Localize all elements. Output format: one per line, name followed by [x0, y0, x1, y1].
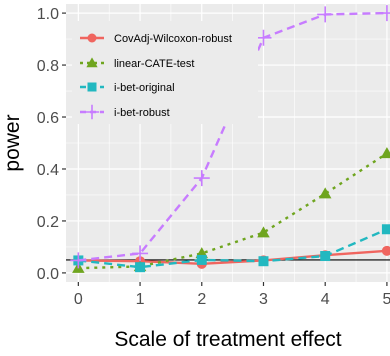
data-point — [258, 256, 269, 267]
data-point — [135, 262, 146, 273]
x-tick-label: 5 — [382, 291, 390, 308]
legend: CovAdj-Wilcoxon-robust linear-CATE-test i-… — [72, 21, 258, 124]
y-axis-label: power — [1, 114, 24, 171]
data-point — [70, 252, 87, 269]
x-tick-labels: 0 1 2 3 4 5 — [74, 291, 390, 308]
y-tick-label: 1.0 — [37, 6, 59, 23]
data-point — [255, 29, 272, 46]
legend-label: linear-CATE-test — [114, 58, 194, 70]
data-point — [257, 226, 270, 238]
y-tick-label: 0.0 — [37, 266, 59, 283]
data-point — [381, 224, 390, 235]
legend-key-marker — [87, 33, 97, 43]
data-point — [196, 254, 207, 265]
data-point — [193, 170, 210, 187]
x-tick-label: 2 — [197, 291, 206, 308]
data-point — [132, 245, 149, 262]
legend-item: i-bet-original — [80, 82, 175, 94]
x-axis-label: Scale of treatment effect — [114, 328, 341, 351]
series-line — [78, 249, 387, 266]
legend-label: CovAdj-Wilcoxon-robust — [114, 33, 232, 45]
legend-key-marker — [87, 82, 97, 92]
y-tick-label: 0.8 — [37, 58, 59, 75]
y-tick-label: 0.2 — [37, 214, 59, 231]
data-point — [381, 245, 390, 256]
legend-key-marker — [86, 57, 98, 68]
major-gridlines — [66, 4, 390, 282]
data-point — [320, 251, 331, 262]
x-tick-label: 0 — [74, 291, 83, 308]
x-tick-label: 4 — [321, 291, 330, 308]
legend-label: i-bet-robust — [114, 107, 170, 119]
legend-item: CovAdj-Wilcoxon-robust — [80, 33, 232, 45]
legend-item: i-bet-robust — [80, 104, 170, 120]
legend-item: linear-CATE-test — [80, 57, 194, 70]
data-point — [317, 6, 334, 23]
y-tick-label: 0.6 — [37, 110, 59, 127]
data-point — [318, 187, 332, 199]
y-tick-labels: 0.0 0.2 0.4 0.6 0.8 1.0 — [37, 6, 59, 283]
legend-key-marker — [84, 104, 100, 120]
x-tick-label: 1 — [136, 291, 145, 308]
legend-label: i-bet-original — [114, 82, 175, 94]
axis-ticks — [62, 12, 388, 286]
x-tick-label: 3 — [259, 291, 268, 308]
data-point — [378, 5, 390, 22]
data-point — [380, 147, 390, 159]
y-tick-label: 0.4 — [37, 162, 59, 179]
